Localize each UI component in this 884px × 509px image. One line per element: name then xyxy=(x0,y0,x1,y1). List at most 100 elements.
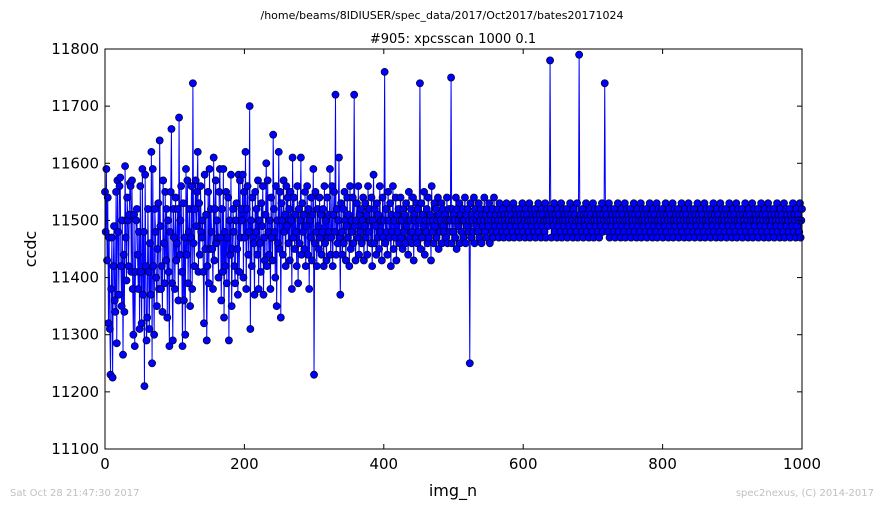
data-point xyxy=(466,199,475,208)
data-point xyxy=(247,262,256,271)
data-point xyxy=(218,205,226,213)
data-point xyxy=(416,245,425,253)
data-point xyxy=(274,147,283,156)
data-point xyxy=(452,193,460,202)
y-tick-label: 11500 xyxy=(51,211,99,229)
data-point xyxy=(349,239,358,248)
y-axis-label: ccdc xyxy=(21,231,40,268)
data-point xyxy=(132,205,141,213)
data-point xyxy=(114,227,123,236)
data-point xyxy=(182,250,191,259)
data-point xyxy=(575,50,584,59)
data-point xyxy=(240,233,249,242)
data-point xyxy=(210,256,219,265)
data-point xyxy=(198,216,207,225)
data-point xyxy=(110,296,119,305)
x-tick-label: 0 xyxy=(100,455,110,473)
series-layer xyxy=(101,50,806,391)
data-point xyxy=(191,205,199,213)
data-point xyxy=(188,79,197,88)
data-point xyxy=(288,153,297,162)
data-point xyxy=(129,330,138,339)
data-point xyxy=(367,193,376,202)
data-point xyxy=(485,199,494,208)
chart-title: #905: xpcsscan 1000 0.1 xyxy=(370,32,536,47)
data-point xyxy=(282,182,291,191)
footer-credit: spec2nexus, (C) 2014-2017 xyxy=(735,488,874,499)
data-point xyxy=(155,136,164,145)
data-point xyxy=(117,262,125,271)
data-point xyxy=(223,233,232,242)
data-point xyxy=(290,245,299,253)
data-point xyxy=(134,285,143,293)
data-point xyxy=(146,239,154,248)
data-point xyxy=(238,170,247,179)
data-point xyxy=(211,205,219,213)
data-point xyxy=(164,216,172,225)
data-point xyxy=(251,227,260,236)
data-point xyxy=(447,239,456,248)
data-point xyxy=(447,73,455,82)
data-point xyxy=(364,227,373,236)
data-point xyxy=(434,193,442,202)
data-point xyxy=(221,262,230,271)
data-point xyxy=(265,250,273,259)
data-point xyxy=(284,239,293,248)
data-point xyxy=(452,245,461,253)
data-point xyxy=(353,199,361,208)
data-point xyxy=(382,205,390,213)
data-point xyxy=(230,262,239,271)
data-point xyxy=(132,216,141,225)
data-point xyxy=(337,227,346,236)
data-point xyxy=(346,182,354,191)
data-point xyxy=(595,233,604,242)
data-point xyxy=(265,216,274,225)
data-point xyxy=(272,302,281,311)
data-point xyxy=(162,256,170,265)
y-tick-label: 11600 xyxy=(51,154,99,172)
data-point xyxy=(269,205,278,213)
data-point xyxy=(116,173,125,182)
data-point xyxy=(192,222,201,231)
data-point xyxy=(130,342,139,351)
data-point xyxy=(342,222,351,231)
data-point xyxy=(311,187,320,196)
data-point xyxy=(211,176,220,185)
data-point xyxy=(167,125,176,133)
data-point xyxy=(121,162,129,171)
x-tick-label: 400 xyxy=(369,455,398,473)
data-point xyxy=(485,239,494,248)
data-point xyxy=(290,193,298,202)
x-tick-label: 600 xyxy=(509,455,538,473)
data-point xyxy=(281,262,290,271)
data-point xyxy=(204,187,213,196)
data-point xyxy=(409,193,417,202)
data-point xyxy=(263,176,272,185)
data-point xyxy=(261,210,270,219)
data-point xyxy=(242,205,251,213)
data-point xyxy=(796,233,805,242)
data-point xyxy=(158,307,167,316)
data-point xyxy=(110,222,118,231)
data-point xyxy=(177,267,186,276)
data-point xyxy=(208,245,217,253)
data-point xyxy=(231,279,240,288)
data-point xyxy=(200,319,208,328)
data-point xyxy=(303,250,312,259)
data-point xyxy=(283,222,291,231)
data-point xyxy=(427,256,435,265)
data-point xyxy=(253,250,262,259)
data-point xyxy=(140,382,149,391)
data-point xyxy=(172,256,181,265)
data-point xyxy=(267,193,276,202)
data-point xyxy=(310,370,318,379)
data-point xyxy=(386,262,395,271)
footer-timestamp: Sat Oct 28 21:47:30 2017 xyxy=(10,488,140,499)
data-point xyxy=(108,233,116,242)
data-point xyxy=(178,342,187,351)
data-point xyxy=(270,227,279,236)
data-point xyxy=(334,216,343,225)
data-point xyxy=(215,187,224,196)
data-point xyxy=(260,233,269,242)
data-point xyxy=(331,90,340,99)
